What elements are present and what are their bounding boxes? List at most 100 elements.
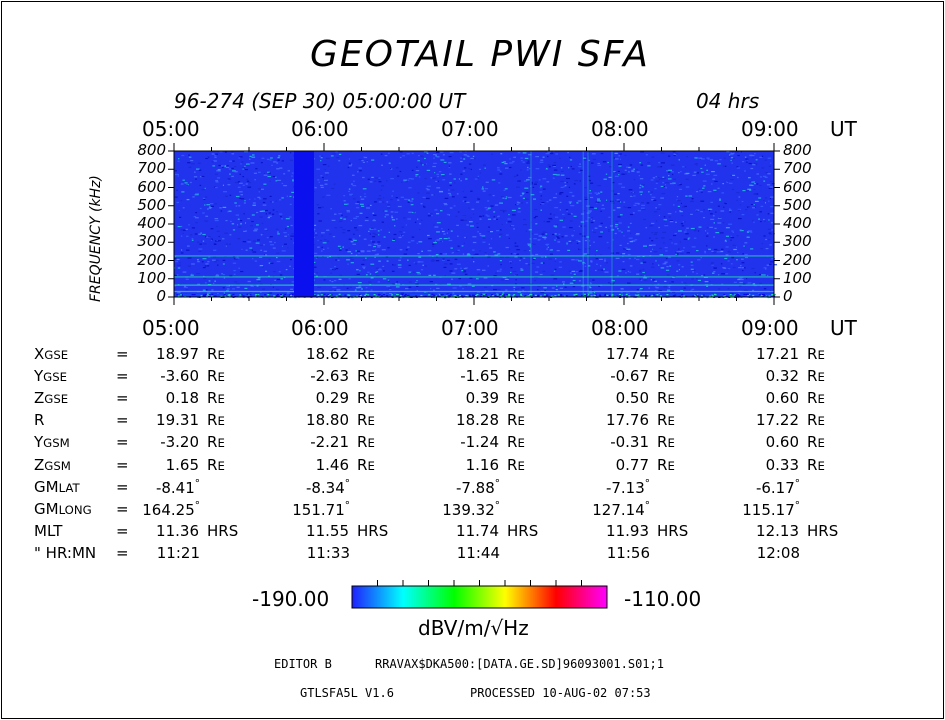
eph-label-main: R [34, 411, 45, 430]
unit-main: R [807, 411, 818, 430]
eph-number: 18.62 [306, 345, 349, 363]
eph-unit-1-4: RE [807, 367, 825, 385]
y-tick-left-2: 600 [137, 177, 166, 196]
unit-main: R [207, 411, 218, 430]
eph-value-6-4: -6.17° [756, 478, 800, 497]
unit-sub: E [367, 392, 375, 407]
eph-unit-4-4: RE [807, 433, 825, 451]
y-tick-left-5: 300 [137, 232, 166, 251]
unit-sub: E [217, 436, 225, 451]
eph-unit-5-0: RE [207, 456, 225, 474]
eph-number: -8.41 [155, 478, 195, 497]
eph-number: 0.39 [465, 389, 499, 408]
eph-number: 1.46 [315, 455, 349, 474]
eph-value-6-3: -7.13° [606, 478, 650, 497]
unit-sub: E [367, 348, 375, 362]
y-tick-left-6: 200 [137, 250, 166, 269]
unit-main: R [207, 345, 218, 363]
degree-mark: ° [194, 477, 200, 490]
unit-sub: E [817, 436, 825, 451]
eph-label-6: GMLAT [34, 478, 80, 496]
eph-value-5-2: 1.16 [466, 456, 499, 474]
eph-value-7-4: 115.17° [742, 500, 800, 519]
eph-label-main: Y [34, 433, 44, 452]
unit-sub: E [217, 458, 225, 473]
unit-main: R [357, 411, 368, 430]
unit-sub: E [667, 436, 675, 451]
eph-eq-0: = [116, 345, 129, 363]
unit-main: R [507, 455, 518, 474]
eph-value-9-1: 11:33 [307, 544, 350, 562]
eph-label-main: GM [34, 477, 59, 496]
eph-number: 18.21 [456, 345, 499, 363]
eph-unit-0-0: RE [207, 345, 225, 363]
degree-mark: ° [794, 477, 800, 490]
eph-value-1-1: -2.63 [310, 367, 349, 385]
footer-editor: EDITOR B [274, 657, 332, 671]
eph-number: 0.60 [765, 389, 799, 408]
y-tick-right-6: 200 [783, 250, 812, 269]
eph-eq-1: = [116, 367, 129, 386]
unit-main: R [357, 345, 368, 363]
eph-value-2-0: 0.18 [166, 389, 199, 407]
data-gap [294, 151, 314, 297]
unit-sub: E [667, 370, 675, 385]
eph-number: 17.74 [606, 345, 649, 363]
date-label: 96-274 (SEP 30) 05:00:00 UT [174, 89, 466, 113]
eph-number: 0.77 [615, 455, 649, 474]
eph-number: 164.25 [142, 500, 195, 519]
eph-eq-9: = [116, 543, 129, 562]
unit-sub: E [667, 414, 675, 429]
unit-main: R [207, 367, 218, 386]
unit-main: R [657, 433, 668, 452]
eph-number: -8.34 [305, 478, 345, 497]
degree-mark: ° [644, 499, 650, 512]
eph-value-3-1: 18.80 [306, 411, 349, 429]
eph-unit-1-0: RE [207, 367, 225, 385]
eph-number: 11.74 [456, 521, 499, 540]
unit-main: R [807, 389, 818, 408]
eph-number: 11.36 [156, 521, 199, 540]
eph-value-4-0: -3.20 [160, 433, 199, 451]
eph-label-main: Z [34, 455, 45, 474]
eph-label-main: MLT [34, 521, 63, 540]
unit-main: R [507, 367, 518, 386]
eph-unit-4-1: RE [357, 433, 375, 451]
eph-value-7-0: 164.25° [142, 500, 200, 519]
eph-label-sub: GSM [43, 436, 70, 451]
eph-value-9-3: 11:56 [607, 544, 650, 562]
x-tick-bottom-3: 08:00 [591, 316, 649, 340]
unit-main: R [807, 433, 818, 452]
eph-number: 1.65 [165, 455, 199, 474]
eph-unit-1-2: RE [507, 367, 525, 385]
eph-value-0-3: 17.74 [606, 345, 649, 363]
eph-number: -7.88 [455, 478, 495, 497]
eph-number: 17.76 [606, 411, 649, 430]
y-tick-right-4: 400 [783, 214, 812, 232]
unit-sub: E [217, 370, 225, 385]
eph-label-0: XGSE [34, 345, 68, 363]
eph-unit-5-4: RE [807, 456, 825, 474]
eph-label-main: GM [34, 499, 59, 518]
eph-number: 19.31 [156, 411, 199, 430]
eph-number: 127.14 [592, 500, 645, 519]
eph-value-6-1: -8.34° [306, 478, 350, 497]
y-tick-left-8: 0 [156, 287, 166, 305]
eph-unit-4-0: RE [207, 433, 225, 451]
eph-number: 151.71 [292, 500, 345, 519]
eph-label-main: " HR:MN [34, 543, 97, 562]
eph-label-8: MLT [34, 522, 62, 540]
x-tick-bottom-1: 06:00 [291, 316, 349, 340]
unit-sub: E [367, 436, 375, 451]
eph-label-9: " HR:MN [34, 544, 96, 562]
eph-number: 11.93 [606, 521, 649, 540]
eph-label-main: X [34, 345, 45, 363]
eph-eq-2: = [116, 389, 129, 408]
colorbar-max-label: -110.00 [624, 587, 702, 611]
eph-label-3: R [34, 411, 44, 429]
eph-label-4: YGSM [34, 433, 70, 451]
eph-number: 18.97 [156, 345, 199, 363]
eph-number: 0.32 [765, 367, 799, 386]
eph-number: 0.29 [315, 389, 349, 408]
eph-value-9-4: 12:08 [757, 544, 800, 562]
